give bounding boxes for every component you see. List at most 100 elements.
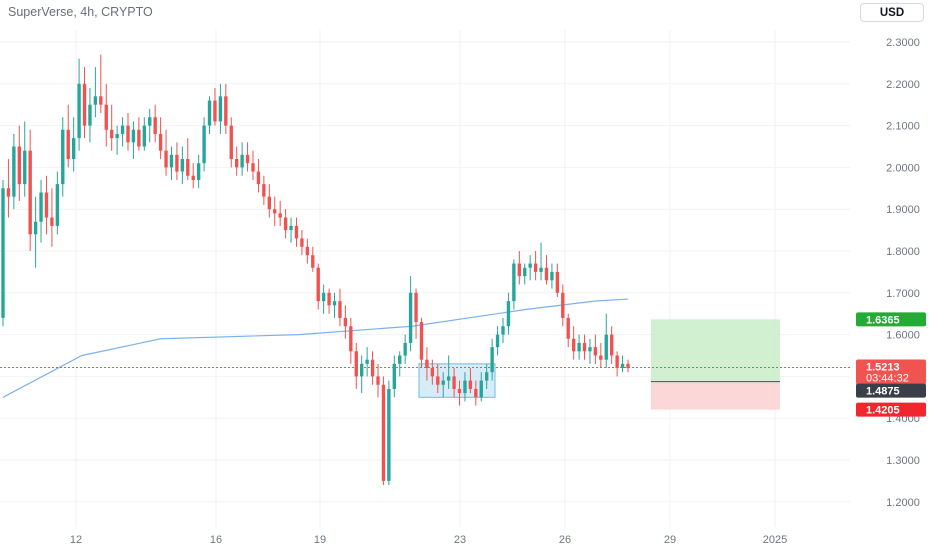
target-price-tag-bg [856,312,926,327]
candle-body [71,138,76,160]
entry-price-tag-text: 1.4875 [866,386,900,398]
y-tick-label: 1.2000 [886,497,920,509]
candle-body [120,125,125,134]
candle-body [327,292,331,306]
candle-body [512,263,516,302]
candle-body [479,380,483,398]
y-tick-label: 2.1000 [886,121,920,133]
candle-body [6,188,11,197]
zones [418,319,780,410]
candle-body [365,359,369,364]
candle-body [430,368,435,377]
candle-body [283,217,288,231]
candle-body [196,163,201,180]
candle-body [218,96,223,122]
candle-body [82,83,87,126]
candle-body [142,125,146,147]
candle-body [349,326,353,352]
candle-body [533,263,538,272]
candle-body [539,267,543,272]
candle-body [474,388,478,398]
candle-body [213,100,217,122]
candle-body [588,347,592,352]
candle-body [278,213,282,218]
candle-body [392,363,396,389]
y-tick-label: 1.8000 [886,246,920,258]
candle-body [55,184,60,226]
y-tick-label: 2.2000 [886,79,920,91]
chart-title: SuperVerse, 4h, CRYPTO [8,5,153,19]
candle-body [44,192,49,218]
candle-body [506,301,511,327]
candle-body [137,129,141,147]
candle-body [332,301,337,306]
candle-body [305,246,310,256]
candle-body [376,376,380,385]
candle-body [528,263,532,268]
candle-body [115,133,119,139]
candle-body [381,384,386,481]
x-tick-label: 26 [559,534,571,546]
candle-body [599,355,603,360]
candle-body [289,225,293,231]
candle-body [419,322,424,360]
candle-body [490,347,494,373]
candle-body [186,159,190,176]
candle-body [577,342,581,352]
candle-body [66,129,70,160]
candle-body [446,376,451,381]
candle-body [321,292,326,302]
candle-body [463,380,467,394]
candle-body [245,154,250,164]
candle-body [414,292,418,323]
candle-body [436,376,440,385]
candle-body [12,146,16,197]
candle-body [77,83,81,139]
candle-body [104,104,108,130]
candle-body [360,363,364,377]
candle-body [615,355,619,369]
candle-body [110,129,114,139]
x-tick-label: 2025 [763,534,787,546]
price-axis[interactable]: 2.3000 2.2000 2.1000 2.0000 1.9000 1.8000 1.70… [886,37,920,509]
x-tick-label: 23 [454,534,466,546]
candle-body [370,359,375,377]
countdown-tag-text: 03:44:32 [866,372,909,384]
entry-price-tag-bg [856,383,926,398]
candle-body [273,209,277,214]
candle-body [207,100,212,126]
candle-body [403,342,407,356]
candle-body [164,150,168,168]
candle-body [561,292,565,318]
candle-body [93,96,98,105]
candle-body [180,159,185,172]
last-price-tag-bg [856,359,926,385]
candle-body [610,334,614,356]
candle-body [441,380,445,385]
y-tick-label: 1.7000 [886,288,920,300]
stop-price-tag-bg [856,402,926,417]
candle-body [408,292,413,343]
candle-body [262,184,266,197]
profit-zone [651,319,780,382]
candle-body [229,125,233,160]
candle-body [582,342,587,352]
time-axis[interactable]: 12 16 19 23 26 29 2025 [70,534,787,546]
candle-body [88,104,92,126]
candle-body [343,317,348,327]
x-tick-label: 12 [70,534,82,546]
moving-average [2,298,629,398]
candle-body [235,159,239,168]
candle-body [126,125,130,143]
candle-body [398,355,402,364]
candle-body [354,351,358,377]
candle-body [148,117,152,126]
candle-body [240,154,244,168]
candle-body [33,221,38,235]
currency-button[interactable]: USD [860,3,924,22]
candle-body [17,146,21,185]
candle-body [523,267,527,277]
candle-body [495,334,500,348]
candle-body [23,150,27,185]
